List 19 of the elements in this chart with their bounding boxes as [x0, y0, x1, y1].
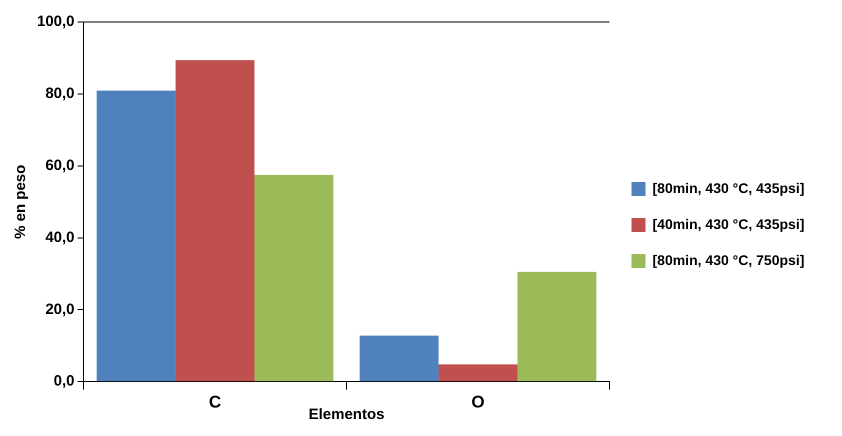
bar: [254, 174, 334, 382]
legend-label: [40min, 430 °C, 435psi]: [652, 216, 804, 232]
y-tick-label: 60,0: [45, 156, 75, 174]
x-axis-title: Elementos: [308, 406, 384, 424]
bar: [96, 90, 176, 382]
y-tick-label: 80,0: [45, 85, 75, 102]
legend-label: [80min, 430 °C, 750psi]: [652, 252, 804, 268]
x-tick-label: C: [208, 392, 222, 412]
bar: [176, 60, 254, 382]
y-axis-title: % en peso: [12, 164, 30, 239]
y-tick-label: 20,0: [45, 300, 75, 318]
bar: [438, 364, 518, 382]
y-tick-label: 0,0: [54, 372, 75, 390]
bar: [517, 272, 596, 382]
y-tick-label: 40,0: [45, 228, 75, 246]
y-tick-label: 100,0: [36, 13, 75, 30]
x-tick-label: O: [471, 392, 485, 412]
legend-label: [80min, 430 °C, 435psi]: [652, 180, 804, 196]
bar: [360, 336, 439, 382]
